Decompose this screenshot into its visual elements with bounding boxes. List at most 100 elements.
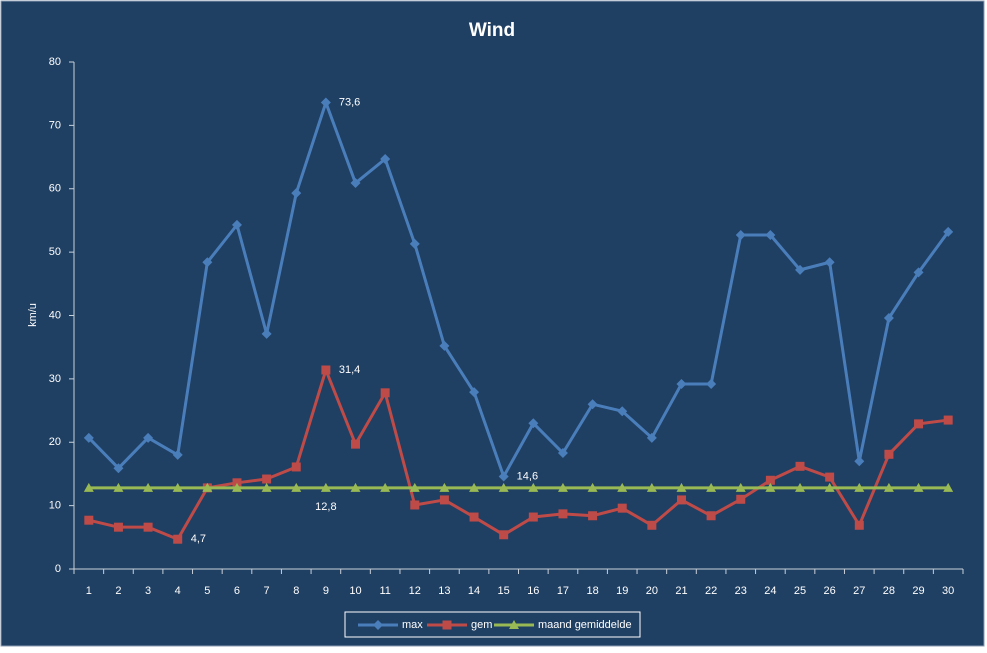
x-tick-label: 20 [646,585,658,597]
marker [320,482,331,492]
x-tick-label: 15 [498,585,510,597]
marker [587,399,598,410]
marker [84,515,94,525]
y-tick-label: 60 [49,183,61,195]
marker [558,509,568,519]
x-tick-label: 5 [204,585,210,597]
x-tick-label: 4 [175,585,181,597]
x-tick-label: 26 [824,585,836,597]
marker [914,419,924,429]
marker [143,482,154,492]
y-tick-label: 20 [49,436,61,448]
x-tick-label: 7 [264,585,270,597]
marker [943,415,953,425]
marker [498,471,509,482]
x-tick-label: 24 [764,585,776,597]
marker [439,495,449,505]
marker [113,482,124,492]
marker [380,153,391,164]
marker [706,378,717,389]
x-tick-label: 17 [557,585,569,597]
x-tick-label: 6 [234,585,240,597]
marker [173,534,183,544]
marker [765,230,776,241]
marker [321,365,331,375]
marker [409,482,420,492]
marker [528,418,539,429]
marker [172,449,183,460]
marker [262,474,272,484]
marker [706,511,716,521]
x-tick-label: 11 [379,585,390,597]
x-tick-label: 22 [705,585,717,597]
marker [884,449,894,459]
marker [439,340,450,351]
marker [676,378,687,389]
marker [509,620,519,629]
marker [231,482,242,492]
marker [172,482,183,492]
marker [350,178,361,189]
marker [557,482,568,492]
x-tick-label: 2 [115,585,121,597]
marker [498,482,509,492]
legend-label: gem [471,619,492,631]
marker [291,482,302,492]
y-tick-label: 50 [49,246,61,258]
marker [261,328,272,339]
marker [469,387,480,398]
marker [883,313,894,324]
x-tick-label: 14 [468,585,480,597]
data-label: 4,7 [191,533,206,545]
legend-label: maand gemiddelde [538,619,632,631]
marker [617,503,627,513]
y-tick-label: 0 [55,563,61,575]
x-tick-label: 13 [438,585,450,597]
marker [943,482,954,492]
x-tick-label: 18 [586,585,598,597]
x-tick-label: 23 [735,585,747,597]
chart-title: Wind [469,20,515,41]
x-tick-label: 21 [675,585,687,597]
y-tick-label: 30 [49,373,61,385]
marker [824,257,835,268]
x-tick-label: 29 [912,585,924,597]
marker [232,478,242,488]
marker [143,522,153,532]
x-tick-label: 1 [86,585,92,597]
marker [588,511,598,521]
x-tick-label: 12 [409,585,421,597]
marker [854,482,865,492]
marker [646,432,657,443]
marker [350,482,361,492]
series-line [88,368,949,541]
marker [587,482,598,492]
marker [409,238,420,249]
marker [320,97,331,108]
marker [943,226,954,237]
marker [557,448,568,459]
marker [202,257,213,268]
marker [469,482,480,492]
y-tick-label: 10 [49,500,61,512]
data-label: 73,6 [339,96,360,108]
marker [113,522,123,532]
x-tick-label: 16 [527,585,539,597]
marker [883,482,894,492]
marker [795,482,806,492]
marker [676,495,686,505]
marker [202,482,213,492]
legend-label: max [402,619,423,631]
marker [913,267,924,278]
data-label: 31,4 [339,364,360,376]
marker [854,456,865,467]
marker [854,520,864,530]
series-line [87,101,950,478]
marker [291,188,302,199]
marker [913,482,924,492]
y-axis-label: km/u [27,303,39,327]
marker [83,432,94,443]
marker [528,482,539,492]
x-tick-label: 19 [616,585,628,597]
